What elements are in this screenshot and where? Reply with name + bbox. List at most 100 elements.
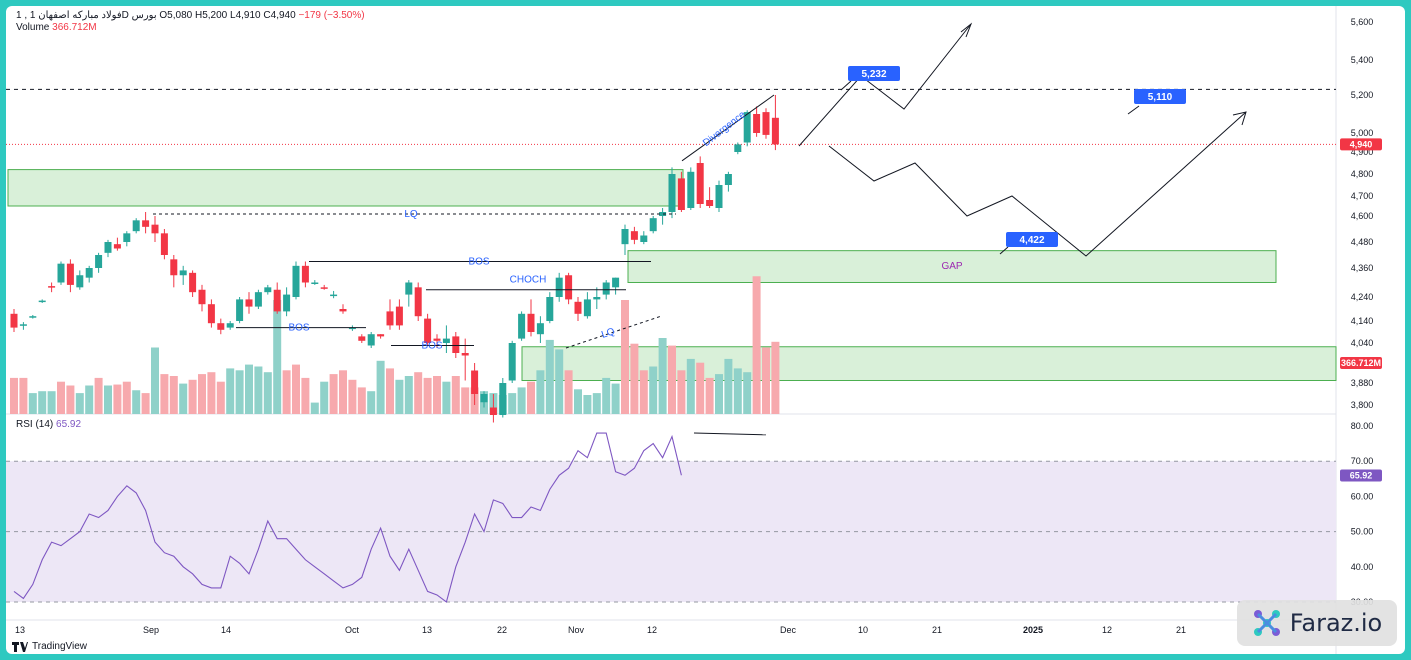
price-tick-label: 4,140 <box>1351 316 1374 326</box>
interval-label: 1D <box>29 10 129 21</box>
volume-bar <box>57 381 65 414</box>
candle-body <box>734 144 742 152</box>
divergence-line <box>681 94 775 162</box>
candle-body <box>395 306 403 326</box>
volume-badge-label: 366.712M <box>1341 358 1381 368</box>
volume-bar <box>536 370 545 414</box>
volume-bar <box>592 393 601 414</box>
candle-body <box>254 292 262 307</box>
volume-bar <box>508 393 517 414</box>
time-tick-label: 2025 <box>1023 625 1043 635</box>
candle-body <box>753 114 761 133</box>
candle-body <box>480 394 488 403</box>
volume-bar <box>132 390 141 414</box>
candle-body <box>452 336 460 353</box>
callout-5110-label: 5,110 <box>1148 92 1173 103</box>
callout-5110-box <box>1134 89 1186 104</box>
candle-body <box>602 282 610 295</box>
candle-body <box>217 323 225 330</box>
candle-body <box>283 294 291 312</box>
rsi-value: 65.92 <box>56 419 82 430</box>
volume-bar <box>207 372 216 414</box>
candle-body <box>189 272 197 293</box>
time-tick-label: 12 <box>647 625 657 635</box>
faraz-watermark: Faraz.io <box>1237 600 1397 646</box>
price-tick-label: 5,200 <box>1351 90 1374 100</box>
chart-canvas[interactable]: 5,600 5,400 5,200 5,000 4,900 4,800 4,700 4,600… <box>6 6 1405 654</box>
callout-5232-label: 5,232 <box>861 69 886 80</box>
price-tick-label: 4,600 <box>1351 211 1374 221</box>
volume-bar <box>188 379 197 414</box>
candle-body <box>696 163 704 204</box>
volume-legend[interactable]: Volume 366.712M <box>16 22 97 33</box>
candle-body <box>29 316 37 318</box>
symbol-legend[interactable]: 1 , فولاد مبارکه اصفهان 1D بورس O5,080 H… <box>16 10 365 21</box>
time-tick-label: Dec <box>780 625 797 635</box>
volume-bar <box>47 391 56 414</box>
lq-label: LQ <box>600 326 616 341</box>
close-value: C4,940 <box>263 10 296 21</box>
tradingview-icon <box>12 641 28 652</box>
time-tick-label: 22 <box>497 625 507 635</box>
candle-body <box>687 171 695 208</box>
volume-bar <box>621 300 629 414</box>
volume-bar <box>705 377 714 414</box>
price-tick-label: 4,800 <box>1351 169 1374 179</box>
volume-value: 366.712M <box>52 22 97 33</box>
candle-body <box>348 327 356 330</box>
volume-bar <box>715 374 723 414</box>
volume-label: Volume <box>16 22 50 33</box>
divergence-label: Divergence <box>701 109 748 149</box>
candle-body <box>640 235 648 242</box>
volume-bar <box>668 345 676 414</box>
candle-body <box>339 309 347 312</box>
candle-body <box>245 299 253 307</box>
candle-body <box>301 265 309 283</box>
callout-pointer <box>999 246 1009 255</box>
candle-body <box>762 112 770 135</box>
volume-bar <box>292 364 300 414</box>
candle-body <box>358 336 366 341</box>
candle-body <box>170 259 178 276</box>
projection-arrowhead <box>1232 111 1247 126</box>
volume-bar <box>301 377 310 414</box>
candle-body <box>104 242 112 253</box>
last-price-badge-label: 4,940 <box>1350 139 1373 149</box>
bos-label: BOS <box>468 257 489 268</box>
volume-bar <box>122 381 131 414</box>
tradingview-logo[interactable]: TradingView <box>12 641 87 652</box>
volume-bar <box>310 402 319 414</box>
volume-bar <box>273 300 282 414</box>
candle-body <box>113 244 121 249</box>
volume-bar <box>104 385 112 414</box>
callout-4422-label: 4,422 <box>1019 235 1044 246</box>
candle-body <box>489 407 497 415</box>
candle-body <box>226 323 234 328</box>
volume-bar <box>433 376 441 414</box>
volume-bar <box>564 370 573 414</box>
volume-bar <box>752 276 761 414</box>
volume-bar <box>19 377 28 414</box>
candle-body <box>715 185 723 208</box>
rsi-badge-label: 65.92 <box>1350 471 1373 481</box>
candle-body <box>574 301 582 314</box>
candle-body <box>471 370 479 394</box>
candle-body <box>518 313 526 339</box>
interval-prefix: 1 , <box>16 10 28 21</box>
lq-line <box>565 315 662 349</box>
volume-bar <box>216 381 225 414</box>
candle-body <box>179 270 187 276</box>
volume-bar <box>762 347 770 414</box>
volume-bar <box>10 377 18 414</box>
volume-bar <box>113 384 122 414</box>
tradingview-label: TradingView <box>32 641 88 652</box>
candle-body <box>414 287 422 317</box>
volume-bar <box>677 370 686 414</box>
rsi-legend[interactable]: RSI (14) 65.92 <box>16 419 81 430</box>
candle-body <box>649 218 657 232</box>
volume-bar <box>404 376 413 414</box>
candle-body <box>19 324 27 326</box>
rsi-line <box>13 432 682 603</box>
candle-body <box>612 277 620 288</box>
candle-body <box>405 282 413 295</box>
